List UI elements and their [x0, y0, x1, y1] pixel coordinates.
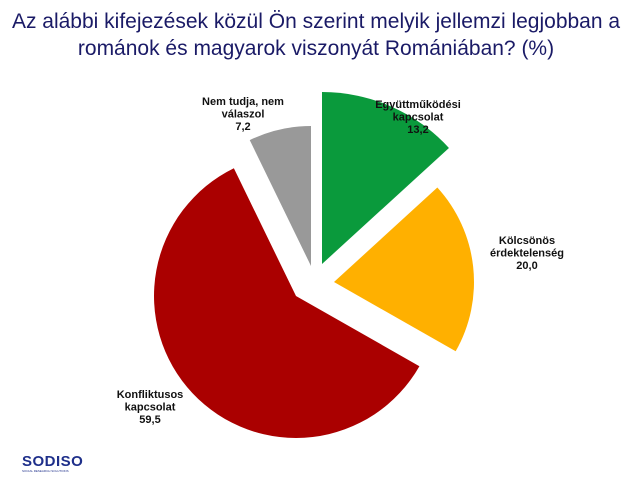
chart-title-line-2: románok és magyarok viszonyát Romániában…	[77, 37, 555, 60]
slice-label-kolcsonos-erdektelenseg: Kölcsönös érdektelenség 20,0	[490, 235, 564, 272]
slice-category-label: Együttműködési	[375, 99, 461, 111]
slice-kolcsonos-erdektelenseg	[334, 187, 475, 352]
slice-category-label: kapcsolat	[393, 112, 444, 124]
slice-category-label: Nem tudja, nem	[202, 96, 284, 108]
slice-label-konfliktusos-kapcsolat: Konfliktusos kapcsolat 59,5	[117, 389, 184, 426]
slice-label-egyuttmukodesi-kapcsolat: Együttműködési kapcsolat 13,2	[375, 99, 461, 136]
chart-title-line-1: Az alábbi kifejezések közül Ön szerint m…	[11, 10, 621, 33]
slice-category-label: Konfliktusos	[117, 389, 184, 401]
sodiso-logo: SODISO SOCIAL RESEARCH SOLUTIONS	[22, 454, 83, 473]
slice-category-label: válaszol	[222, 109, 265, 121]
slice-value-label: 59,5	[139, 414, 160, 426]
slice-egyuttmukodesi-kapcsolat	[322, 92, 449, 264]
slice-category-label: Kölcsönös	[499, 235, 555, 247]
slice-konfliktusos-kapcsolat	[154, 168, 420, 438]
slice-category-label: kapcsolat	[125, 402, 176, 414]
chart-title: Az alábbi kifejezések közül Ön szerint m…	[0, 8, 632, 62]
logo-subtitle: SOCIAL RESEARCH SOLUTIONS	[22, 469, 69, 473]
slice-value-label: 20,0	[516, 260, 537, 272]
slice-label-nem-tudja-nem-valaszol: Nem tudja, nem válaszol 7,2	[202, 96, 284, 133]
slice-nem-tudja-nem-valaszol	[249, 126, 311, 266]
slice-category-label: érdektelenség	[490, 248, 564, 260]
slice-value-label: 7,2	[235, 121, 250, 133]
slice-value-label: 13,2	[407, 124, 428, 136]
logo-text: SODISO	[22, 453, 84, 470]
